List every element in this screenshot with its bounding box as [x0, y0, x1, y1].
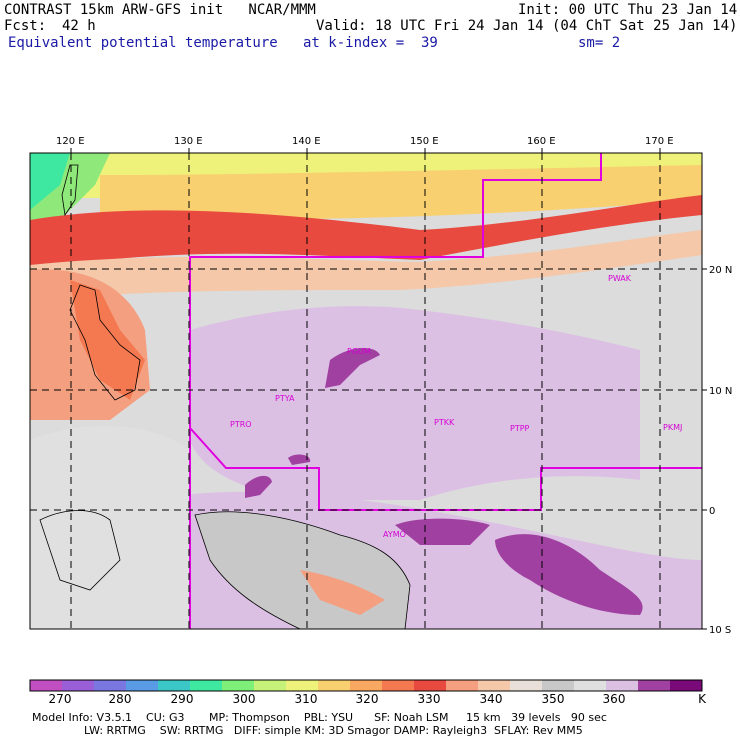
map-frame: [29, 152, 703, 630]
valid-time: Valid: 18 UTC Fri 24 Jan 14 (04 ChT Sat …: [316, 18, 738, 34]
domain-boundary: [189, 153, 602, 629]
forecast-label: Fcst:: [4, 18, 47, 34]
colorbar-swatch: [542, 680, 575, 691]
station-ptro: PTRO: [230, 420, 252, 429]
colorbar-swatch: [30, 680, 63, 691]
colorbar-swatch: [414, 680, 447, 691]
colorbar-swatch: [222, 680, 255, 691]
lon-label-170e: 170 E: [645, 136, 674, 147]
colorbar: [29, 679, 703, 692]
lat-label-10n: 10 N: [709, 386, 732, 397]
station-pwak: PWAK: [608, 274, 632, 283]
colorbar-frame: [29, 679, 703, 692]
lon-label-140e: 140 E: [292, 136, 321, 147]
colorbar-swatch: [478, 680, 511, 691]
colorbar-label-310: 310: [294, 692, 318, 706]
station-pkmj: PKMJ: [663, 423, 682, 432]
colorbar-swatch: [286, 680, 319, 691]
colorbar-swatch: [606, 680, 639, 691]
lon-label-120e: 120 E: [56, 136, 85, 147]
colorbar-swatch: [510, 680, 543, 691]
lat-lon-grid: [30, 153, 702, 629]
colorbar-swatch: [254, 680, 287, 691]
colorbar-label-360: 360: [602, 692, 626, 706]
colorbar-swatch: [158, 680, 191, 691]
colorbar-swatch: [190, 680, 223, 691]
model-info-line2: LW: RRTMG SW: RRTMG DIFF: simple KM: 3D …: [84, 724, 583, 737]
plot-title: CONTRAST 15km ARW-GFS init NCAR/MMM: [4, 2, 316, 18]
colorbar-swatch: [318, 680, 351, 691]
lon-label-130e: 130 E: [174, 136, 203, 147]
lat-label-10s: 10 S: [709, 625, 731, 636]
colorbar-swatch: [126, 680, 159, 691]
colorbar-swatch: [382, 680, 415, 691]
level-index: at k-index = 39: [303, 35, 438, 51]
colorbar-swatch: [350, 680, 383, 691]
lat-label-0: 0: [709, 506, 715, 517]
station-ptpp: PTPP: [510, 424, 530, 433]
colorbar-label-290: 290: [170, 692, 194, 706]
colorbar-swatch: [670, 680, 703, 691]
colorbar-swatch: [638, 680, 671, 691]
colorbar-swatch: [62, 680, 95, 691]
forecast-hour: 42 h: [62, 18, 96, 34]
colorbar-swatch: [574, 680, 607, 691]
model-info-line1: Model Info: V3.5.1 CU: G3 MP: Thompson P…: [32, 711, 607, 724]
field-name: Equivalent potential temperature: [8, 35, 278, 51]
colorbar-swatch: [94, 680, 127, 691]
colorbar-label-320: 320: [355, 692, 379, 706]
station-ptkk: PTKK: [434, 418, 455, 427]
colorbar-label-330: 330: [417, 692, 441, 706]
station-ptya: PTYA: [275, 394, 295, 403]
colorbar-unit: K: [698, 692, 706, 706]
init-time: Init: 00 UTC Thu 23 Jan 14: [518, 2, 738, 18]
smoothing-value: sm= 2: [578, 35, 621, 51]
colorbar-label-340: 340: [479, 692, 503, 706]
colorbar-label-280: 280: [108, 692, 132, 706]
colorbar-swatch: [446, 680, 479, 691]
station-aymo: AYMO: [383, 530, 406, 539]
colorbar-label-300: 300: [232, 692, 256, 706]
station-pgum: PGUM: [347, 347, 371, 356]
colorbar-label-350: 350: [541, 692, 565, 706]
colorbar-label-270: 270: [48, 692, 72, 706]
lon-label-160e: 160 E: [527, 136, 556, 147]
lon-label-150e: 150 E: [410, 136, 439, 147]
lat-label-20n: 20 N: [709, 265, 732, 276]
